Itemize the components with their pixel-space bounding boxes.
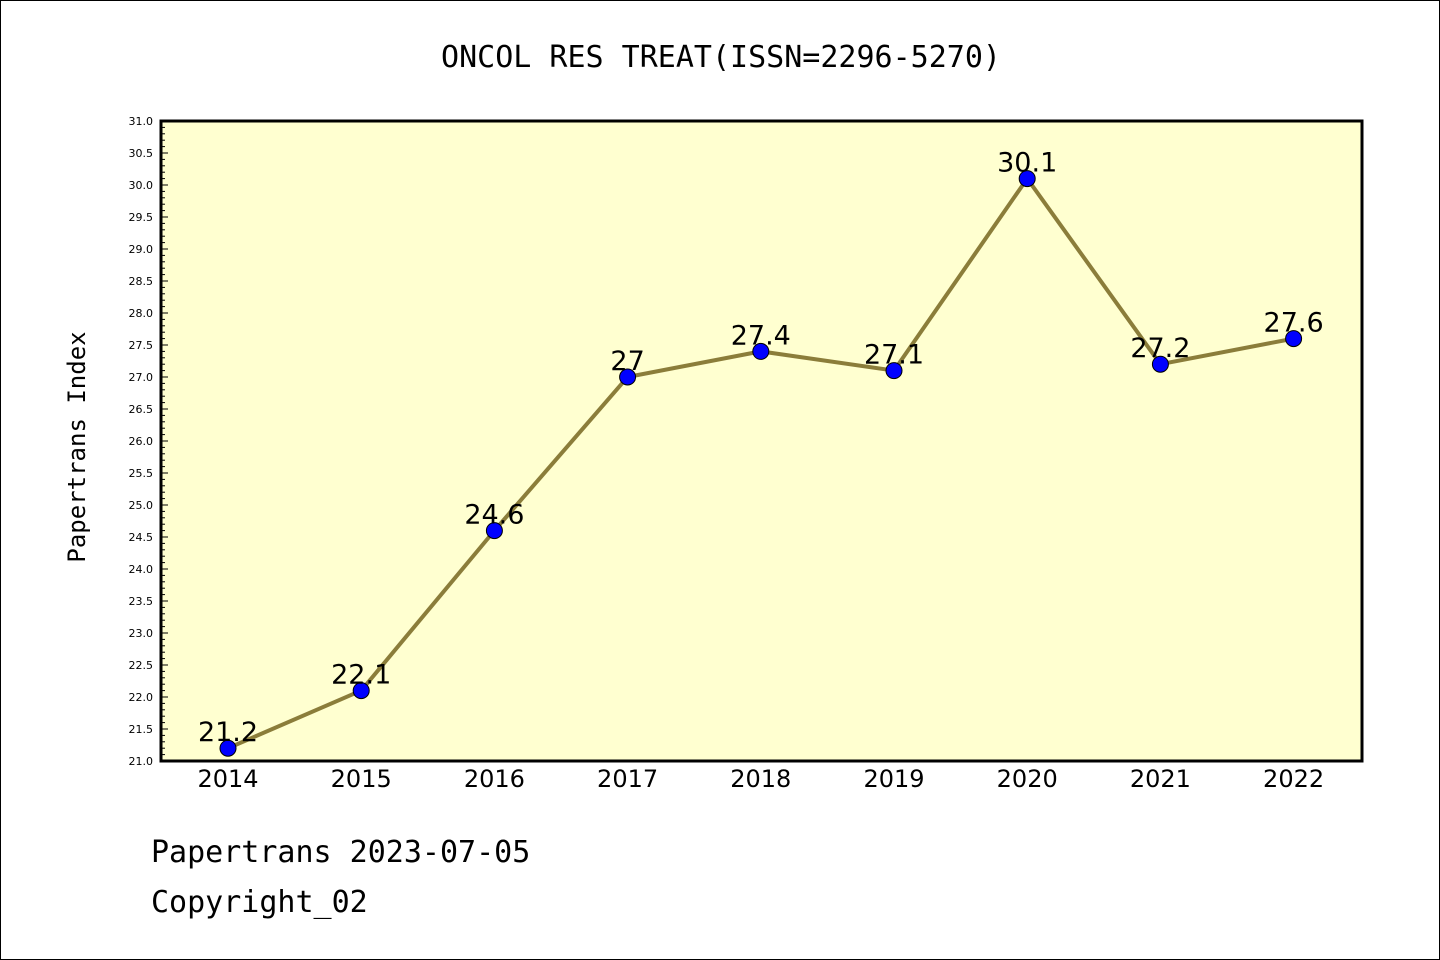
data-label: 27.2 [1130, 333, 1190, 364]
x-tick-label: 2014 [197, 765, 258, 793]
data-label: 27 [610, 346, 644, 377]
data-point [219, 739, 237, 757]
data-point [485, 522, 503, 540]
x-axis-ticks: 2014 2015 2016 2017 2018 2019 2020 2021 2022 [197, 765, 1324, 793]
y-tick-label: 24.0 [129, 563, 154, 576]
x-tick-label: 2019 [863, 765, 924, 793]
y-tick-label: 21.5 [129, 723, 154, 736]
data-point [752, 342, 770, 360]
y-tick-label: 27.5 [129, 339, 154, 352]
y-tick-label: 25.5 [129, 467, 154, 480]
y-tick-label: 26.5 [129, 403, 154, 416]
y-tick-label: 23.0 [129, 627, 154, 640]
x-tick-label: 2022 [1263, 765, 1324, 793]
x-tick-label: 2017 [597, 765, 658, 793]
data-label: 30.1 [997, 148, 1057, 179]
data-point [885, 362, 903, 380]
y-tick-label: 23.5 [129, 595, 154, 608]
data-labels: 21.2 22.1 24.6 27 27.4 27.1 30.1 27.2 27.6 [198, 148, 1324, 749]
series-markers [219, 170, 1303, 757]
data-label: 24.6 [464, 500, 524, 531]
data-point [1285, 330, 1303, 348]
x-tick-label: 2020 [997, 765, 1058, 793]
footer-copyright: Copyright_02 [151, 885, 368, 920]
y-tick-label: 24.5 [129, 531, 154, 544]
footer-date: Papertrans 2023-07-05 [151, 835, 531, 870]
y-tick-label: 27.0 [129, 371, 154, 384]
data-label: 27.6 [1264, 308, 1324, 339]
x-tick-label: 2016 [464, 765, 525, 793]
data-label: 27.4 [731, 320, 791, 351]
y-axis-label: Papertrans Index [63, 331, 91, 562]
data-label: 27.1 [864, 340, 924, 371]
data-label: 21.2 [198, 717, 258, 748]
y-tick-label: 29.0 [129, 243, 154, 256]
y-tick-label: 31.0 [129, 115, 154, 128]
y-tick-label: 25.0 [129, 499, 154, 512]
y-tick-label: 21.0 [129, 755, 154, 768]
plot-area [159, 119, 1364, 763]
data-label: 22.1 [331, 660, 391, 691]
y-axis-ticks: 21.0 21.5 22.0 22.5 23.0 23.5 24.0 24.5 25.0 25.5… [129, 115, 168, 768]
data-point [1018, 170, 1036, 188]
data-point [619, 368, 637, 386]
y-tick-label: 28.0 [129, 307, 154, 320]
x-tick-label: 2018 [730, 765, 791, 793]
chart-title: ONCOL RES TREAT(ISSN=2296-5270) [441, 40, 1001, 75]
y-tick-label: 30.5 [129, 147, 154, 160]
y-tick-label: 30.0 [129, 179, 154, 192]
y-tick-label: 26.0 [129, 435, 154, 448]
x-tick-label: 2021 [1130, 765, 1191, 793]
y-tick-label: 22.5 [129, 659, 154, 672]
data-point [352, 682, 370, 700]
y-tick-label: 28.5 [129, 275, 154, 288]
y-tick-label: 29.5 [129, 211, 154, 224]
x-tick-label: 2015 [331, 765, 392, 793]
y-tick-label: 22.0 [129, 691, 154, 704]
data-point [1151, 355, 1169, 373]
